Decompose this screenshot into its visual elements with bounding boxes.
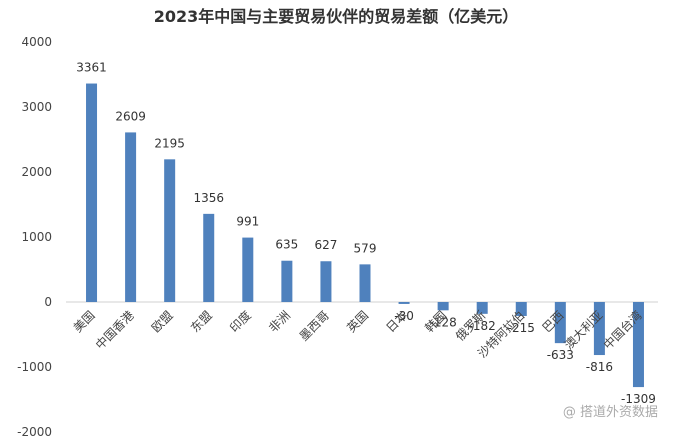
data-label: -816 <box>586 360 613 374</box>
data-label: 991 <box>236 215 259 229</box>
category-label: 印度 <box>226 308 254 336</box>
data-label: -215 <box>508 321 535 335</box>
bar <box>86 83 98 302</box>
watermark: @ 搭道外资数据 <box>563 404 658 420</box>
bars <box>86 83 644 388</box>
category-label: 欧盟 <box>149 308 176 335</box>
category-label: 东盟 <box>188 308 215 335</box>
y-axis: 4000 3000 2000 1000 0 -1000 -2000 <box>17 35 52 437</box>
data-label: 2195 <box>154 136 185 150</box>
bar <box>281 260 293 302</box>
y-tick-label: 2000 <box>21 165 52 179</box>
bar <box>515 302 527 316</box>
data-label: -128 <box>430 315 457 329</box>
category-label: 美国 <box>71 308 98 335</box>
y-tick-label: 0 <box>44 295 52 309</box>
data-label: -633 <box>547 348 574 362</box>
category-label: 墨西哥 <box>297 308 332 343</box>
data-label: -1309 <box>621 392 656 406</box>
data-label: 579 <box>354 241 377 255</box>
bar <box>632 302 644 388</box>
bar <box>242 237 254 302</box>
data-label: 1356 <box>193 191 224 205</box>
bar <box>320 261 332 302</box>
bar <box>359 264 371 302</box>
category-label: 英国 <box>344 308 371 335</box>
data-label: 2609 <box>115 109 146 123</box>
bar <box>476 302 488 314</box>
bar <box>125 132 137 302</box>
bar <box>164 159 176 302</box>
data-label: 635 <box>275 238 298 252</box>
bar <box>554 302 566 344</box>
category-label: 韩国 <box>422 308 450 336</box>
chart-title: 2023年中国与主要贸易伙伴的贸易差额（亿美元） <box>154 7 519 26</box>
bar <box>437 302 449 311</box>
y-tick-label: -2000 <box>17 425 52 437</box>
y-tick-label: -1000 <box>17 360 52 374</box>
y-tick-label: 1000 <box>21 230 52 244</box>
bar <box>203 213 215 302</box>
category-label: 非洲 <box>266 308 293 335</box>
data-label: -182 <box>469 319 496 333</box>
bar <box>398 302 410 304</box>
data-label: 627 <box>314 238 337 252</box>
category-label: 中国香港 <box>92 308 137 353</box>
data-label: -30 <box>394 309 414 323</box>
bar <box>593 302 605 356</box>
y-tick-label: 4000 <box>21 35 52 49</box>
data-label: 3361 <box>76 61 107 75</box>
y-tick-label: 3000 <box>21 100 52 114</box>
